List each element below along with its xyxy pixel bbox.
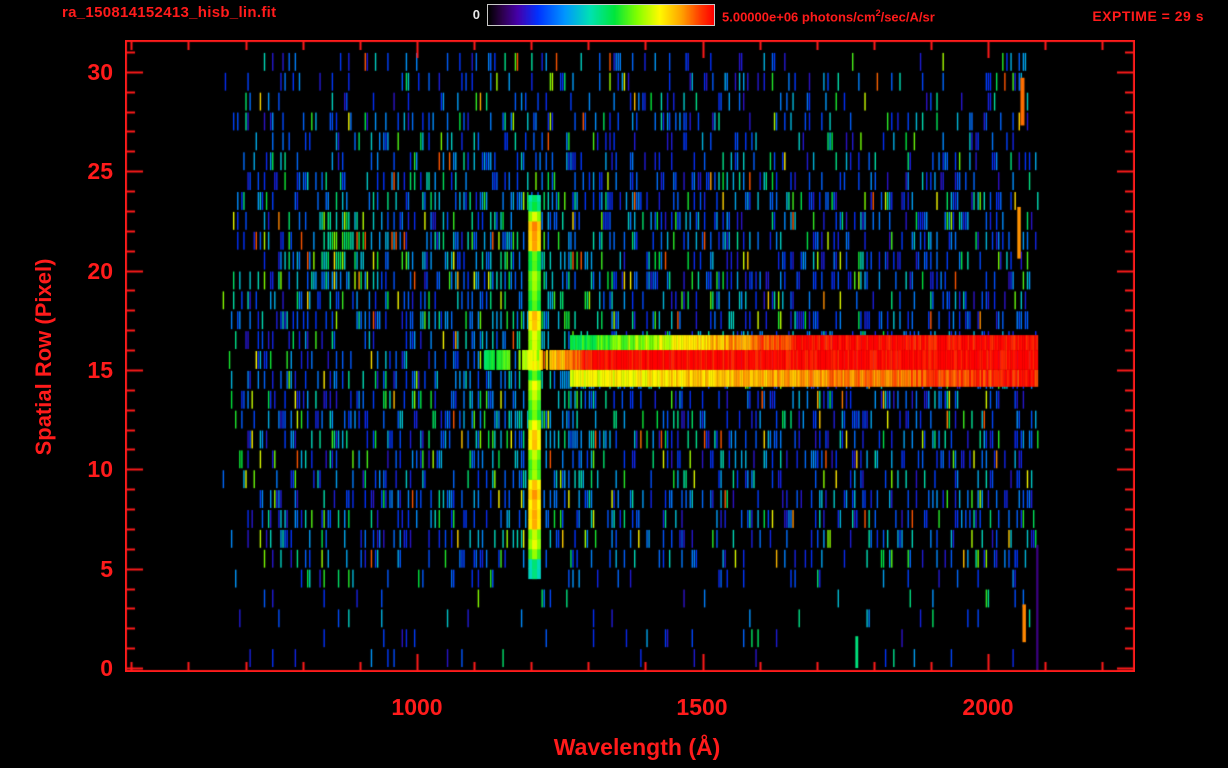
colorbar-max-label: 5.00000e+06 photons/cm2/sec/A/sr — [722, 8, 935, 24]
exptime-label: EXPTIME = 29 s — [1092, 8, 1204, 24]
y-tick-label-15: 15 — [87, 357, 113, 383]
y-tick-label-30: 30 — [87, 59, 113, 85]
colorbar-max-superscript: 2 — [875, 8, 881, 18]
colorbar-max-suffix: /sec/A/sr — [880, 9, 935, 25]
colorbar-min-label: 0 — [472, 7, 480, 22]
x-axis-label: Wavelength (Å) — [553, 734, 721, 760]
file-name-title: ra_150814152413_hisb_lin.fit — [62, 4, 277, 21]
spectral-image-canvas — [125, 40, 1135, 672]
colorbar — [487, 4, 715, 26]
y-tick-label-20: 20 — [87, 258, 113, 284]
y-tick-label-25: 25 — [87, 158, 113, 184]
x-tick-label-1000: 1000 — [391, 694, 443, 720]
colorbar-gradient — [488, 5, 714, 25]
y-tick-label-10: 10 — [87, 456, 113, 482]
colorbar-max-prefix: 5.00000e+06 photons/cm — [722, 9, 876, 25]
plot-area — [125, 40, 1135, 672]
y-tick-label-0: 0 — [100, 655, 113, 681]
x-tick-label-2000: 2000 — [962, 694, 1014, 720]
y-tick-label-5: 5 — [100, 556, 113, 582]
x-tick-label-1500: 1500 — [676, 694, 728, 720]
y-axis-label: Spatial Row (Pixel) — [31, 258, 56, 456]
